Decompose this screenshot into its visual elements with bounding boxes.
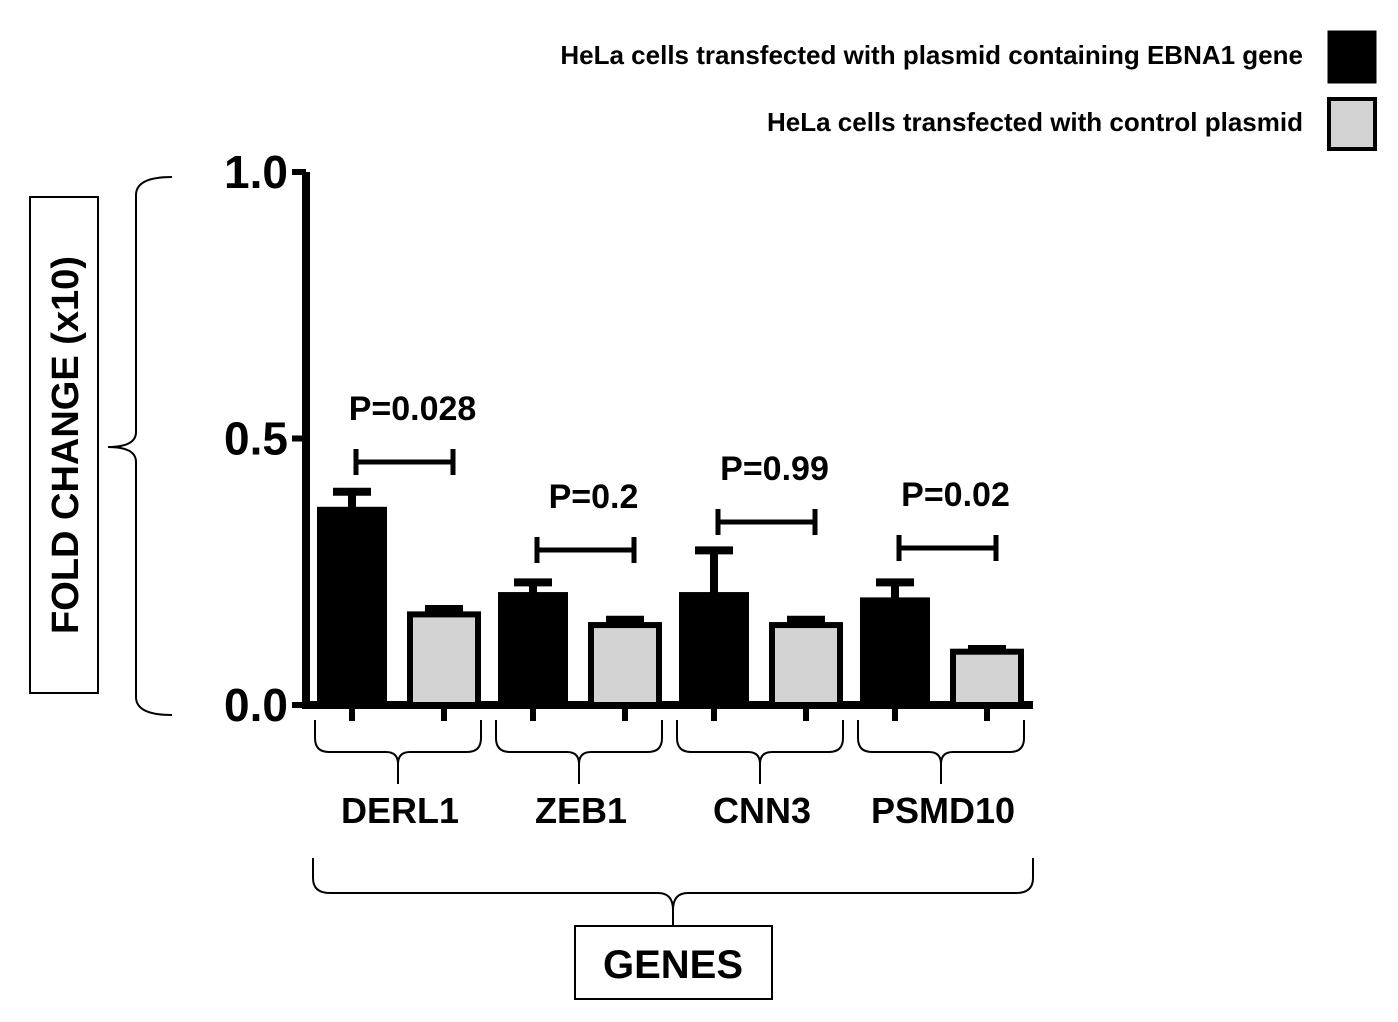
x-axis-title: GENES: [312, 858, 1034, 1000]
bar-cnn3-control: [769, 622, 843, 708]
bar-derl1-ebna1: [317, 506, 387, 707]
y-axis-title-text: FOLD CHANGE (x10): [45, 256, 87, 634]
legend-label-control: HeLa cells transfected with control plas…: [767, 107, 1303, 137]
p-value-label: P=0.99: [720, 450, 829, 488]
p-value-annotations: P=0.028 P=0.2 P=0.99 P=0.02: [349, 390, 1010, 563]
y-axis-title: FOLD CHANGE (x10): [29, 176, 173, 716]
bar-zeb1-ebna1: [498, 592, 568, 707]
category-bracket: [676, 720, 844, 784]
bars: [317, 487, 1024, 721]
legend-swatch-ebna1: [1327, 30, 1377, 84]
bar-zeb1-control: [588, 622, 662, 708]
category-groups: DERL1 ZEB1 CNN3 PSMD10: [314, 720, 1025, 831]
category-label-cnn3: CNN3: [713, 790, 811, 831]
p-value-label: P=0.028: [349, 390, 477, 428]
legend-swatch-control: [1327, 97, 1377, 151]
y-tick-label: 0.5: [224, 413, 288, 465]
y-tick-label: 0.0: [224, 679, 288, 731]
x-axis-title-box: [574, 925, 773, 1000]
category-label-derl1: DERL1: [341, 790, 459, 831]
y-axis-title-box: [29, 196, 99, 694]
x-axis-brace: [312, 858, 1034, 926]
category-bracket: [495, 720, 663, 784]
y-axis-brace: [107, 176, 173, 716]
bar-cnn3-ebna1: [679, 592, 749, 707]
bar-psmd10-ebna1: [860, 597, 930, 707]
category-label-psmd10: PSMD10: [871, 790, 1015, 831]
p-value-label: P=0.2: [549, 478, 639, 516]
bar-psmd10-control: [950, 648, 1024, 709]
p-value-label: P=0.02: [901, 476, 1010, 514]
category-bracket: [857, 720, 1025, 784]
y-tick-label: 1.0: [224, 146, 288, 198]
legend-label-ebna1: HeLa cells transfected with plasmid cont…: [560, 40, 1303, 70]
category-bracket: [314, 720, 482, 784]
x-axis-title-text: GENES: [603, 943, 743, 987]
legend: HeLa cells transfected with plasmid cont…: [560, 30, 1377, 151]
y-ticks: 0.0 0.5 1.0: [224, 146, 306, 731]
category-label-zeb1: ZEB1: [535, 790, 627, 831]
bar-derl1-control: [407, 611, 481, 709]
